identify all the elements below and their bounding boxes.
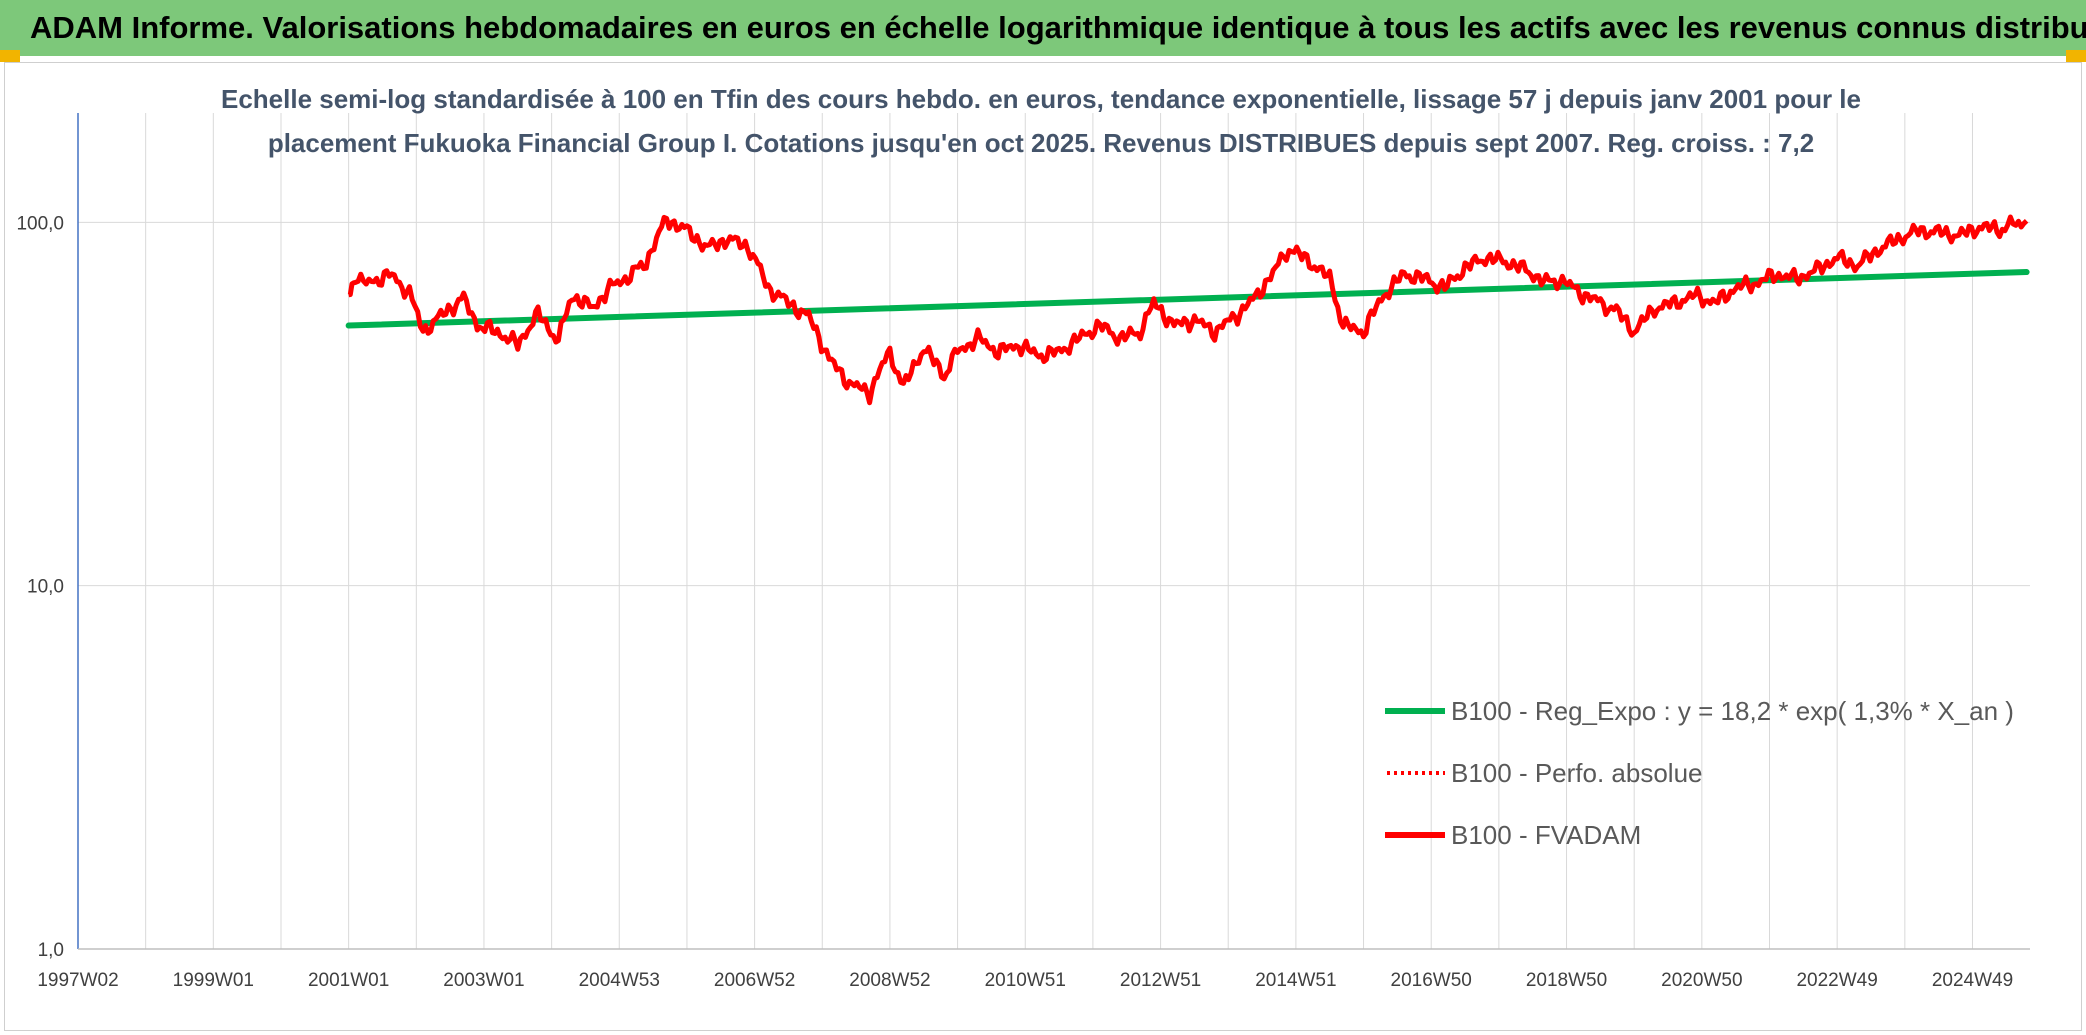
legend-label-fvadam: B100 - FVADAM bbox=[1451, 820, 1641, 850]
x-tick-label: 2014W51 bbox=[1255, 970, 1336, 991]
x-tick-label: 2010W51 bbox=[985, 970, 1066, 991]
x-tick-label: 2018W50 bbox=[1526, 970, 1607, 991]
legend-label-regression: B100 - Reg_Expo : y = 18,2 * exp( 1,3% *… bbox=[1451, 696, 2014, 726]
x-tick-label: 1999W01 bbox=[173, 970, 254, 991]
x-tick-label: 2012W51 bbox=[1120, 970, 1201, 991]
x-tick-label: 2008W52 bbox=[849, 970, 930, 991]
corner-accent-left bbox=[0, 50, 20, 62]
y-tick-label: 1,0 bbox=[38, 940, 64, 961]
series-layer bbox=[345, 214, 2030, 406]
y-tick-label: 10,0 bbox=[27, 577, 64, 598]
chart-title-line-2: placement Fukuoka Financial Group I. Cot… bbox=[268, 128, 1814, 158]
grid-layer bbox=[77, 113, 2030, 950]
axis-layer: 1,0 10,0 100,0 1997W02 1999W01 2001W01 2003W01… bbox=[16, 113, 2030, 991]
y-tick-label: 100,0 bbox=[16, 213, 64, 234]
x-tick-label: 1997W02 bbox=[37, 970, 118, 991]
x-tick-label: 2024W49 bbox=[1932, 970, 2013, 991]
chart-title-line-1: Echelle semi-log standardisée à 100 en T… bbox=[221, 84, 1861, 114]
legend-label-perfo: B100 - Perfo. absolue bbox=[1451, 758, 1703, 788]
x-tick-label: 2016W50 bbox=[1391, 970, 1472, 991]
chart-area: 1,0 10,0 100,0 1997W02 1999W01 2001W01 2003W01… bbox=[4, 62, 2082, 1031]
series-line-fvadam bbox=[347, 214, 2029, 406]
chart-svg: 1,0 10,0 100,0 1997W02 1999W01 2001W01 2003W01… bbox=[16, 84, 2030, 991]
x-tick-label: 2020W50 bbox=[1661, 970, 1742, 991]
x-tick-label: 2022W49 bbox=[1796, 970, 1877, 991]
x-tick-label: 2003W01 bbox=[443, 970, 524, 991]
x-tick-label: 2006W52 bbox=[714, 970, 795, 991]
page-banner-title: ADAM Informe. Valorisations hebdomadaire… bbox=[0, 0, 2086, 56]
chart-title: Echelle semi-log standardisée à 100 en T… bbox=[221, 84, 1861, 158]
x-tick-label: 2004W53 bbox=[579, 970, 660, 991]
corner-accent-right bbox=[2066, 50, 2086, 62]
x-tick-label: 2001W01 bbox=[308, 970, 389, 991]
legend: B100 - Reg_Expo : y = 18,2 * exp( 1,3% *… bbox=[1385, 696, 2014, 850]
